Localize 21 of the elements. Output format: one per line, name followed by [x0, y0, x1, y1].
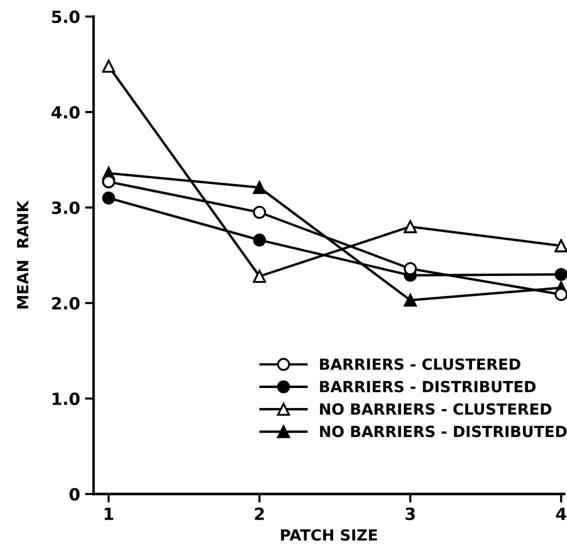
x-tick-label: 2 — [254, 508, 264, 520]
x-tick-label: 3 — [406, 508, 415, 520]
x-axis-title: PATCH SIZE — [281, 529, 377, 541]
y-axis-title: MEAN RANK — [17, 200, 28, 308]
y-tick-label: 2.0 — [52, 297, 80, 310]
point — [554, 268, 567, 281]
y-tick-label: 3.0 — [52, 202, 80, 214]
point — [253, 234, 266, 246]
y-tick-label: 0 — [70, 488, 80, 501]
legend-label: NO BARRIERS - DISTRIBUTED — [320, 426, 567, 438]
x-tick-label: 1 — [104, 508, 114, 520]
y-tick-label: 4.0 — [52, 106, 80, 119]
legend-label: BARRIERS - DISTRIBUTED — [320, 380, 536, 392]
y-tick-label: 1.0 — [52, 392, 80, 406]
legend-label: BARRIERS - CLUSTERED — [320, 358, 520, 370]
point — [404, 294, 417, 307]
legend-label: NO BARRIERS - CLUSTERED — [320, 403, 552, 415]
y-tick-label: 5.0 — [52, 10, 80, 24]
point — [102, 192, 116, 204]
x-tick-label: 4 — [556, 508, 566, 520]
point — [253, 181, 266, 194]
